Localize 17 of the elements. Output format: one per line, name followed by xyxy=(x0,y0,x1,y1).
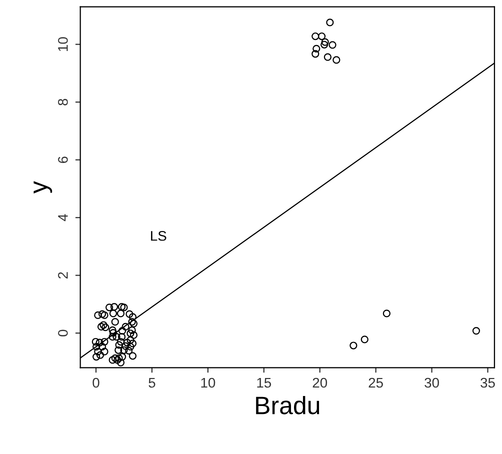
x-tick-label: 20 xyxy=(312,378,328,388)
x-tick-label: 15 xyxy=(257,378,272,388)
x-tick-label: 0 xyxy=(92,378,100,388)
y-tick-label: 0 xyxy=(58,330,68,336)
x-tick-label: 25 xyxy=(368,378,383,388)
x-tick-label: 10 xyxy=(201,378,216,388)
y-tick-label: 4 xyxy=(58,214,68,222)
annotation: LS xyxy=(151,230,166,241)
y-axis-title: y xyxy=(34,181,52,194)
x-tick-label: 5 xyxy=(148,378,156,388)
y-tick-label: 10 xyxy=(58,37,68,52)
x-tick-label: 35 xyxy=(480,378,495,388)
x-tick-label: 30 xyxy=(424,378,439,388)
y-tick-label: 2 xyxy=(58,272,68,279)
x-axis-title: Bradu xyxy=(256,396,320,414)
y-tick-label: 6 xyxy=(58,156,68,163)
y-tick-label: 8 xyxy=(58,98,68,106)
